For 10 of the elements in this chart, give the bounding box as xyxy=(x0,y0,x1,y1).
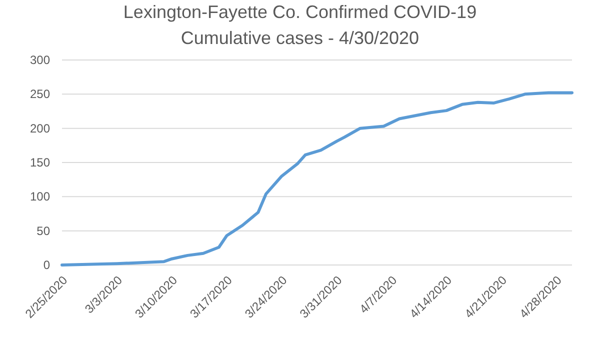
chart-title: Lexington-Fayette Co. Confirmed COVID-19 xyxy=(123,2,477,22)
y-tick-label: 200 xyxy=(30,121,50,136)
line-series xyxy=(60,91,574,266)
y-tick-label: 250 xyxy=(30,87,50,102)
y-tick-label: 100 xyxy=(30,190,50,204)
y-tick-label: 300 xyxy=(30,53,50,67)
y-tick-label: 0 xyxy=(43,258,50,272)
y-tick-label: 150 xyxy=(30,156,50,170)
y-tick-label: 50 xyxy=(36,224,50,238)
chart-subtitle: Cumulative cases - 4/30/2020 xyxy=(180,28,420,48)
